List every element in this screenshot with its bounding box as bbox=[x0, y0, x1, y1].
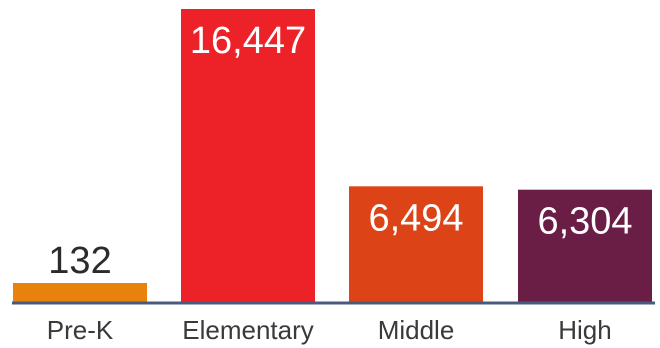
value-label-elementary: 16,447 bbox=[190, 20, 306, 62]
value-label-pre-k: 132 bbox=[48, 240, 111, 282]
category-labels-group: Pre-K Elementary Middle High bbox=[47, 315, 612, 345]
bar-high bbox=[518, 189, 652, 302]
value-label-middle: 6,494 bbox=[368, 197, 463, 239]
category-label-elementary: Elementary bbox=[182, 315, 314, 345]
bar-pre-k bbox=[13, 283, 147, 302]
bar-elementary bbox=[181, 9, 315, 302]
category-label-pre-k: Pre-K bbox=[47, 315, 114, 345]
value-labels-group: 132 16,447 6,494 6,304 bbox=[48, 20, 632, 282]
category-label-middle: Middle bbox=[378, 315, 455, 345]
bar-middle bbox=[349, 186, 483, 302]
category-label-high: High bbox=[558, 315, 611, 345]
value-label-high: 6,304 bbox=[537, 201, 632, 243]
bars-group bbox=[13, 9, 652, 302]
